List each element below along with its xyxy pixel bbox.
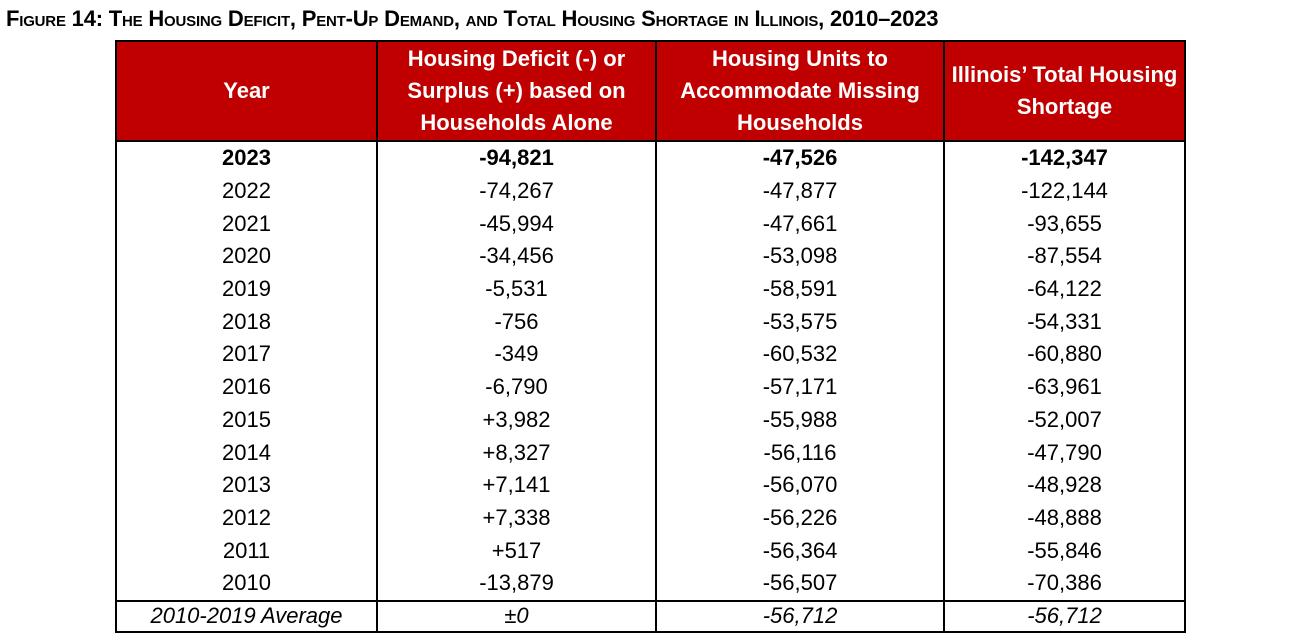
table-cell: -55,846: [943, 534, 1185, 567]
table-row: 2022 -74,267 -47,877 -122,144: [115, 174, 1185, 208]
table-cell: -122,144: [943, 174, 1185, 208]
footer-cell: ±0: [376, 599, 656, 632]
table-cell: 2010: [115, 566, 377, 601]
table-cell: -142,347: [943, 141, 1185, 175]
table-cell: -56,507: [655, 566, 944, 601]
table-cell: -756: [376, 305, 656, 339]
footer-cell: -56,712: [943, 599, 1185, 632]
table-row: 2020 -34,456 -53,098 -87,554: [115, 240, 1185, 273]
footer-cell: -56,712: [655, 599, 944, 632]
table-cell: -56,116: [655, 436, 944, 469]
table-cell: +7,338: [376, 501, 656, 535]
table-cell: -70,386: [943, 566, 1185, 601]
table-row: 2012 +7,338 -56,226 -48,888: [115, 501, 1185, 535]
table-row: 2015 +3,982 -55,988 -52,007: [115, 403, 1185, 437]
table-cell: -57,171: [655, 370, 944, 404]
table-cell: +3,982: [376, 403, 656, 437]
table-cell: +7,141: [376, 468, 656, 502]
table-cell: -52,007: [943, 403, 1185, 437]
table-cell: -60,880: [943, 338, 1185, 371]
table-row: 2018 -756 -53,575 -54,331: [115, 305, 1185, 339]
table-cell: -47,526: [655, 141, 944, 175]
table-cell: -64,122: [943, 272, 1185, 306]
table-cell: -47,790: [943, 436, 1185, 469]
table-cell: -45,994: [376, 207, 656, 241]
table-cell: -47,661: [655, 207, 944, 241]
table-cell: 2018: [115, 305, 377, 339]
header-row: Year Housing Deficit (-) or Surplus (+) b…: [115, 41, 1185, 142]
table-cell: -60,532: [655, 338, 944, 371]
table-cell: -349: [376, 338, 656, 371]
table-row: 2023 -94,821 -47,526 -142,347: [115, 141, 1185, 175]
table-cell: -5,531: [376, 272, 656, 306]
table-cell: -6,790: [376, 370, 656, 404]
table-cell: -48,928: [943, 468, 1185, 502]
table-cell: -54,331: [943, 305, 1185, 339]
table-cell: -53,575: [655, 305, 944, 339]
table-cell: -56,364: [655, 534, 944, 567]
table-row: 2017 -349 -60,532 -60,880: [115, 338, 1185, 371]
table-cell: -93,655: [943, 207, 1185, 241]
table-body: 2023 -94,821 -47,526 -142,347 2022 -74,267 -47…: [115, 141, 1185, 632]
column-header: Illinois’ Total Housing Shortage: [943, 41, 1185, 142]
figure-title: Figure 14: The Housing Deficit, Pent-Up …: [6, 6, 939, 31]
table-row: 2010 -13,879 -56,507 -70,386: [115, 566, 1185, 601]
table-cell: -94,821: [376, 141, 656, 175]
table-cell: 2013: [115, 468, 377, 502]
table-cell: -53,098: [655, 240, 944, 273]
table-cell: 2023: [115, 141, 377, 175]
footer-cell: 2010-2019 Average: [115, 599, 377, 632]
table-row: 2011 +517 -56,364 -55,846: [115, 534, 1185, 567]
table-row: 2013 +7,141 -56,070 -48,928: [115, 468, 1185, 502]
table-cell: 2017: [115, 338, 377, 371]
table-cell: 2014: [115, 436, 377, 469]
table-cell: -56,070: [655, 468, 944, 502]
table-cell: 2011: [115, 534, 377, 567]
table-cell: -63,961: [943, 370, 1185, 404]
table-cell: 2019: [115, 272, 377, 306]
table-cell: 2021: [115, 207, 377, 241]
table-cell: -13,879: [376, 566, 656, 601]
table-cell: -47,877: [655, 174, 944, 208]
housing-table: Year Housing Deficit (-) or Surplus (+) b…: [115, 40, 1186, 633]
table-row: 2016 -6,790 -57,171 -63,961: [115, 370, 1185, 404]
table-cell: 2015: [115, 403, 377, 437]
table-cell: 2012: [115, 501, 377, 535]
table-cell: -87,554: [943, 240, 1185, 273]
column-header: Housing Deficit (-) or Surplus (+) based…: [376, 41, 656, 142]
table-cell: 2020: [115, 240, 377, 273]
footer-row: 2010-2019 Average ±0 -56,712 -56,712: [115, 599, 1185, 632]
table-cell: -74,267: [376, 174, 656, 208]
table-cell: -48,888: [943, 501, 1185, 535]
table-cell: 2016: [115, 370, 377, 404]
table-cell: +8,327: [376, 436, 656, 469]
table-row: 2019 -5,531 -58,591 -64,122: [115, 272, 1185, 306]
table-cell: +517: [376, 534, 656, 567]
table-cell: 2022: [115, 174, 377, 208]
table-cell: -34,456: [376, 240, 656, 273]
column-header: Housing Units to Accommodate Missing Hou…: [655, 41, 944, 142]
table-row: 2021 -45,994 -47,661 -93,655: [115, 207, 1185, 241]
table-row: 2014 +8,327 -56,116 -47,790: [115, 436, 1185, 469]
table-cell: -55,988: [655, 403, 944, 437]
table-cell: -58,591: [655, 272, 944, 306]
column-header: Year: [115, 41, 377, 142]
table-cell: -56,226: [655, 501, 944, 535]
